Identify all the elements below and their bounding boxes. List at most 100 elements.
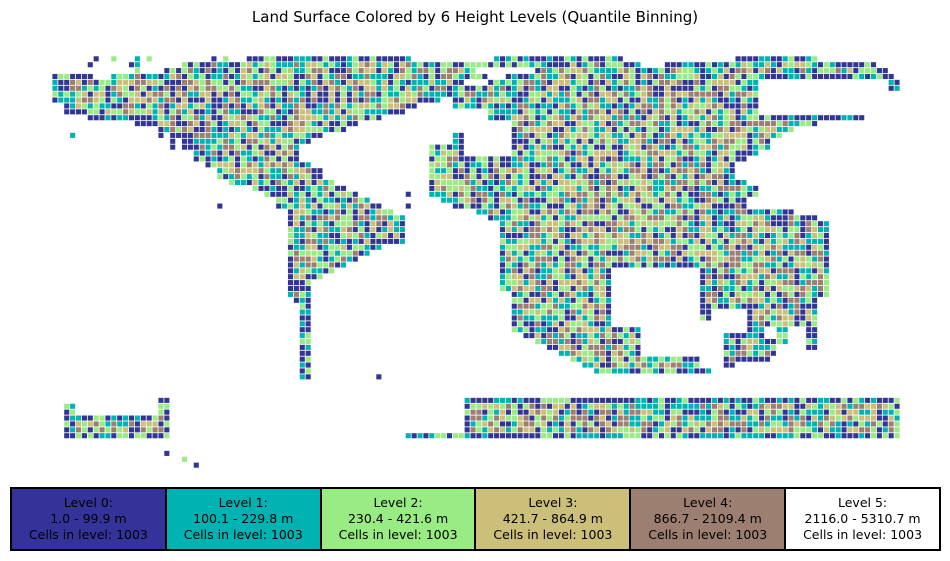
land-cell: [576, 121, 582, 127]
land-cell: [617, 344, 623, 350]
land-cell: [588, 179, 594, 186]
land-cell: [299, 368, 305, 374]
land-cell: [759, 350, 765, 356]
land-cell: [511, 209, 517, 215]
land-cell: [541, 309, 547, 315]
land-cell: [670, 179, 676, 186]
land-cell: [623, 356, 629, 362]
land-cell: [558, 68, 564, 74]
land-cell: [817, 244, 824, 250]
land-cell: [653, 91, 659, 97]
land-cell: [794, 215, 800, 221]
land-cell: [753, 238, 759, 244]
land-cell: [770, 68, 776, 74]
land-cell: [376, 227, 382, 233]
land-cell: [770, 309, 776, 315]
land-cell: [605, 362, 612, 368]
land-cell: [794, 56, 800, 62]
land-cell: [547, 109, 553, 115]
land-cell: [87, 91, 93, 97]
land-cell: [782, 227, 788, 233]
land-cell: [876, 415, 882, 421]
land-cell: [594, 209, 600, 215]
land-cell: [229, 138, 235, 144]
land-cell: [429, 179, 435, 186]
land-cell: [617, 168, 623, 174]
land-cell: [806, 256, 812, 262]
land-cell: [417, 62, 423, 68]
land-cell: [258, 179, 264, 186]
land-cell: [199, 103, 205, 109]
land-cell: [600, 168, 606, 174]
land-cell: [517, 73, 523, 80]
land-cell: [788, 62, 794, 68]
land-cell: [252, 138, 258, 144]
land-cell: [841, 403, 847, 409]
land-cell: [193, 62, 199, 68]
land-cell: [276, 115, 282, 121]
land-cell: [617, 68, 623, 74]
land-cell: [535, 403, 541, 409]
land-cell: [635, 91, 641, 97]
land-cell: [499, 215, 506, 221]
land-cell: [464, 397, 470, 403]
land-cell: [505, 409, 511, 415]
land-cell: [741, 179, 747, 186]
land-cell: [676, 103, 682, 109]
land-cell: [564, 79, 570, 85]
land-cell: [511, 262, 517, 268]
land-cell: [694, 250, 700, 256]
land-cell: [505, 97, 511, 103]
land-cell: [776, 309, 782, 315]
land-cell: [470, 85, 476, 91]
land-cell: [123, 97, 129, 103]
land-cell: [505, 85, 511, 91]
land-cell: [735, 144, 741, 150]
land-cell: [700, 309, 706, 315]
land-cell: [682, 250, 688, 256]
land-cell: [576, 338, 582, 345]
land-cell: [753, 409, 759, 415]
land-cell: [335, 121, 341, 127]
land-cell: [547, 56, 553, 62]
land-cell: [782, 285, 788, 292]
legend-level-3-label: Level 3:: [528, 495, 578, 510]
land-cell: [441, 162, 447, 168]
land-cell: [299, 97, 305, 103]
land-cell: [223, 109, 229, 115]
land-cell: [711, 291, 718, 297]
land-cell: [635, 174, 641, 180]
land-cell: [706, 197, 712, 203]
land-cell: [217, 138, 223, 144]
land-cell: [882, 73, 888, 80]
land-cell: [187, 68, 193, 74]
land-cell: [64, 91, 70, 97]
land-cell: [865, 68, 871, 74]
land-cell: [93, 115, 99, 121]
land-cell: [517, 244, 523, 250]
land-cell: [723, 185, 729, 191]
land-cell: [287, 144, 294, 150]
land-cell: [670, 415, 676, 421]
land-cell: [558, 244, 564, 250]
land-cell: [558, 315, 564, 321]
land-cell: [694, 368, 700, 374]
land-cell: [523, 403, 529, 409]
land-cell: [617, 156, 623, 162]
land-cell: [552, 121, 559, 127]
land-cell: [123, 91, 129, 97]
land-cell: [529, 297, 535, 303]
land-cell: [647, 126, 653, 133]
land-cell: [535, 227, 541, 233]
land-cell: [653, 132, 659, 138]
land-cell: [293, 97, 299, 103]
land-cell: [570, 79, 576, 85]
land-cell: [682, 362, 688, 368]
land-cell: [564, 309, 570, 315]
land-cell: [664, 162, 670, 168]
land-cell: [617, 232, 623, 239]
land-cell: [629, 156, 635, 162]
land-cell: [52, 97, 58, 103]
land-cell: [547, 427, 553, 433]
land-cell: [776, 433, 782, 439]
